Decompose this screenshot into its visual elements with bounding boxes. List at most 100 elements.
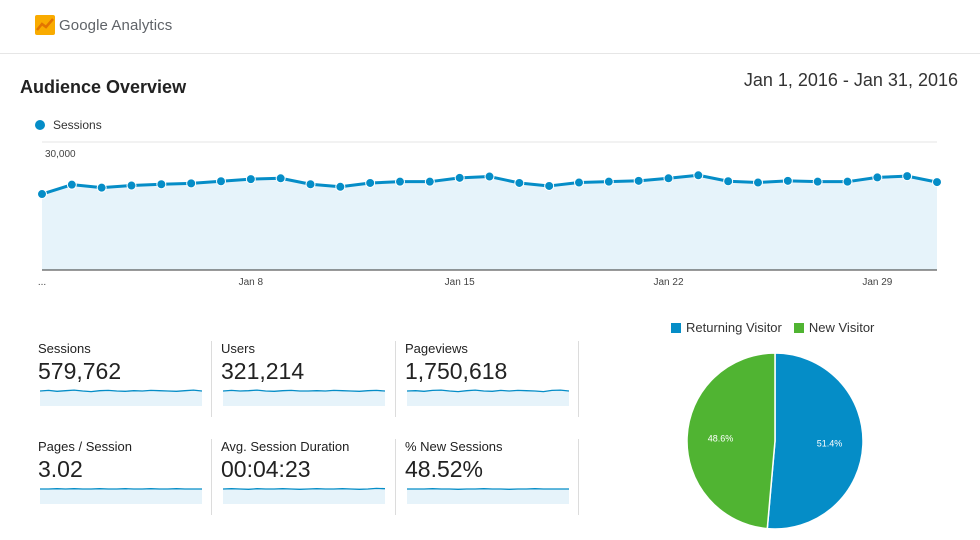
sessions-legend-label: Sessions	[53, 118, 102, 132]
x-tick-label: ...	[38, 277, 46, 288]
metric-value: 00:04:23	[221, 456, 311, 482]
metric-sparkline	[407, 488, 569, 504]
date-range-selector[interactable]: Jan 1, 2016 - Jan 31, 2016	[743, 70, 958, 90]
sparkline-area	[407, 390, 569, 406]
sparkline-area	[223, 488, 385, 504]
legend-returning-visitor[interactable]: Returning Visitor	[671, 320, 782, 335]
metric-label: Pages / Session	[38, 439, 132, 454]
sessions-data-point[interactable]	[96, 182, 107, 193]
sessions-data-point[interactable]	[693, 170, 704, 181]
sessions-data-point[interactable]	[484, 171, 495, 182]
sessions-data-point[interactable]	[275, 173, 286, 184]
metric-tile[interactable]: Pageviews 1,750,618	[405, 341, 577, 417]
sessions-data-point[interactable]	[305, 179, 316, 190]
sessions-legend-dot-icon	[35, 120, 45, 130]
returning-visitor-swatch-icon	[671, 322, 681, 333]
metric-value: 579,762	[38, 358, 122, 384]
pie-slice-returning-visitor[interactable]	[766, 352, 864, 530]
visitor-type-pie-chart: 51.4% 48.6%	[686, 352, 864, 530]
sessions-data-point[interactable]	[753, 177, 763, 188]
sessions-data-point[interactable]	[156, 179, 167, 190]
sessions-data-point[interactable]	[395, 176, 405, 187]
legend-new-visitor[interactable]: New Visitor	[793, 320, 875, 335]
metric-value: 48.52%	[405, 456, 484, 482]
metric-divider	[211, 439, 212, 515]
metric-label: Pageviews	[405, 341, 468, 356]
app-name[interactable]: Google Analytics	[59, 17, 173, 34]
x-tick-label: Jan 22	[653, 277, 683, 288]
new-visitor-swatch-icon	[793, 322, 804, 333]
sessions-data-point[interactable]	[663, 173, 674, 184]
metric-label: Users	[221, 341, 255, 356]
google-analytics-logo-icon[interactable]	[35, 15, 55, 35]
y-tick-label: 30,000	[45, 149, 76, 160]
metric-tile[interactable]: Sessions 579,762	[38, 341, 210, 417]
sparkline-line	[223, 389, 385, 392]
sessions-data-point[interactable]	[812, 176, 823, 187]
metric-tile[interactable]: Pages / Session 3.02	[38, 439, 210, 515]
sparkline-line	[223, 487, 385, 490]
sessions-data-point[interactable]	[603, 176, 614, 187]
pie-legend: Returning Visitor New Visitor	[671, 320, 886, 335]
sessions-data-point[interactable]	[245, 174, 256, 185]
sessions-data-point[interactable]	[126, 180, 137, 191]
sessions-legend[interactable]: Sessions	[35, 118, 102, 132]
sessions-data-point[interactable]	[216, 176, 226, 187]
pie-slice-label: 51.4%	[817, 438, 843, 448]
page-title: Audience Overview	[20, 77, 187, 97]
metric-value: 3.02	[38, 456, 83, 482]
sessions-data-point[interactable]	[66, 179, 77, 190]
metric-divider	[211, 341, 212, 417]
sessions-data-point[interactable]	[842, 176, 853, 187]
sparkline-area	[407, 488, 569, 504]
metric-tile[interactable]: Users 321,214	[221, 341, 393, 417]
metric-sparkline	[223, 389, 385, 406]
sessions-data-point[interactable]	[514, 177, 525, 188]
sessions-data-point[interactable]	[335, 181, 346, 192]
sessions-data-point[interactable]	[186, 178, 197, 189]
pie-slice-new-visitor[interactable]	[686, 352, 776, 530]
sessions-data-point[interactable]	[454, 172, 465, 183]
x-tick-label: Jan 15	[445, 277, 475, 288]
metric-divider	[578, 439, 579, 515]
metric-sparkline	[40, 488, 202, 504]
sessions-data-point[interactable]	[932, 177, 942, 188]
metric-sparkline	[40, 389, 202, 406]
legend-returning-label: Returning Visitor	[686, 320, 782, 335]
sessions-data-point[interactable]	[723, 176, 734, 187]
top-bar: Google Analytics	[0, 0, 980, 54]
metric-value: 321,214	[221, 358, 305, 384]
sparkline-area	[40, 390, 202, 406]
metric-sparkline	[407, 389, 569, 406]
sessions-data-point[interactable]	[782, 175, 793, 186]
sparkline-line	[407, 488, 569, 490]
sessions-data-point[interactable]	[544, 180, 555, 191]
sparkline-line	[407, 389, 569, 393]
metric-tile[interactable]: Avg. Session Duration 00:04:23	[221, 439, 393, 515]
metric-divider	[578, 341, 579, 417]
x-tick-label: Jan 8	[239, 277, 264, 288]
sessions-data-point[interactable]	[902, 171, 913, 182]
x-tick-label: Jan 29	[862, 277, 892, 288]
sparkline-area	[223, 390, 385, 406]
sessions-data-point[interactable]	[633, 175, 644, 186]
metric-label: Avg. Session Duration	[221, 439, 350, 454]
sparkline-line	[40, 389, 202, 393]
sessions-data-point[interactable]	[424, 176, 435, 187]
sparkline-area	[40, 488, 202, 504]
metric-value: 1,750,618	[405, 358, 508, 384]
metric-divider	[395, 341, 396, 417]
sessions-area	[42, 175, 937, 270]
sessions-data-point[interactable]	[365, 177, 376, 188]
metric-label: % New Sessions	[405, 439, 503, 454]
legend-new-label: New Visitor	[808, 320, 875, 335]
metric-label: Sessions	[38, 341, 91, 356]
sessions-data-point[interactable]	[574, 177, 584, 188]
sessions-data-point[interactable]	[872, 172, 883, 183]
metric-tile[interactable]: % New Sessions 48.52%	[405, 439, 577, 515]
metric-sparkline	[223, 487, 385, 504]
metric-divider	[395, 439, 396, 515]
pie-slice-label: 48.6%	[708, 434, 734, 444]
sessions-data-point[interactable]	[37, 189, 47, 200]
